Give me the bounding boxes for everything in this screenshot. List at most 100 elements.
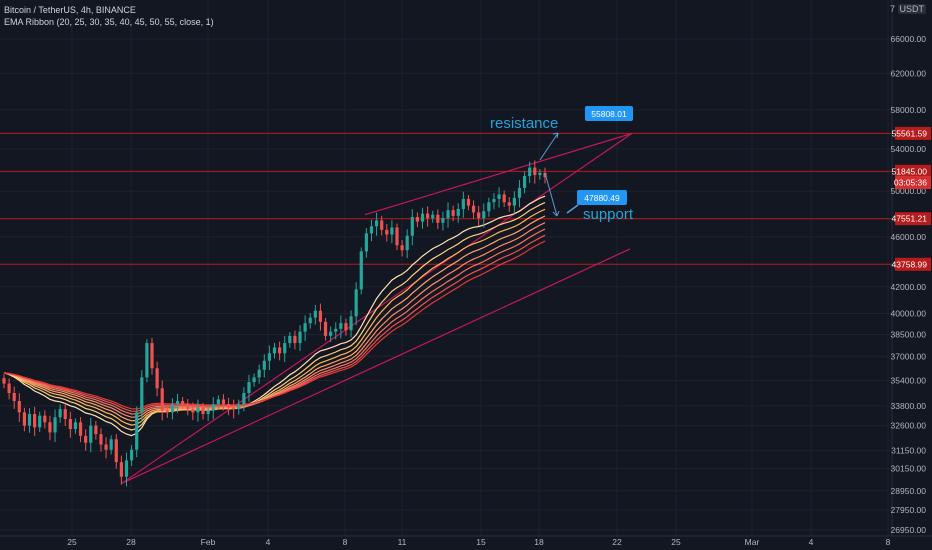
candle-body <box>216 399 220 405</box>
candle-body <box>329 331 333 336</box>
candle-body <box>252 377 256 383</box>
candle-body <box>196 407 200 413</box>
callout-upper-box[interactable] <box>585 106 633 121</box>
resistance-label[interactable]: resistance <box>490 115 558 132</box>
candle-body <box>53 417 57 433</box>
candle-body <box>170 404 175 413</box>
candle-body <box>405 235 409 251</box>
price-tick-label: 37000.00 <box>891 351 927 361</box>
candle-body <box>283 343 287 354</box>
price-tag-box <box>895 164 931 178</box>
candle-body <box>160 388 164 411</box>
candle-body <box>456 209 460 216</box>
wedge-support-line[interactable] <box>121 248 631 484</box>
candle-body <box>73 422 78 430</box>
candle-body <box>431 214 435 219</box>
time-tick-label: Mar <box>745 537 760 547</box>
candle-body <box>364 233 368 252</box>
callout-upper-value: 55808.01 <box>591 109 627 119</box>
candle-body <box>426 213 430 219</box>
price-tick-label: 50000.00 <box>891 186 927 196</box>
candle-body <box>522 176 527 188</box>
candle-body <box>538 172 542 175</box>
candle-body <box>339 323 343 329</box>
symbol-title[interactable]: Bitcoin / TetherUS, 4h, BINANCE <box>4 5 136 15</box>
candle-body <box>293 335 297 344</box>
candle-body <box>262 360 266 370</box>
price-tick-label: 32600.00 <box>891 421 927 431</box>
wedge-resistance-line[interactable] <box>364 132 633 216</box>
candle-body <box>232 407 236 410</box>
candle-body <box>119 462 123 477</box>
price-tick-label: 38500.00 <box>891 329 927 339</box>
candle-body <box>380 220 384 230</box>
candle-body <box>415 217 420 222</box>
candle-body <box>267 353 271 361</box>
candle-body <box>359 251 363 290</box>
candle-body <box>318 310 323 322</box>
candle-body <box>43 415 47 423</box>
candle-body <box>124 460 129 477</box>
price-tick-label: 42000.00 <box>891 282 927 292</box>
annotations[interactable]: resistance support 55808.01 47880.49 <box>490 106 634 223</box>
price-axis[interactable]: 66000.00 62000.00 58000.00 54000.00 50000.00… <box>891 34 927 535</box>
candle-body <box>441 218 445 223</box>
arrow-head-up <box>552 132 559 139</box>
price-tick-label: 31150.00 <box>891 446 926 456</box>
candle-body <box>369 226 374 234</box>
candle-body <box>436 214 440 223</box>
ema-line-20 <box>3 195 546 437</box>
time-axis[interactable]: 25 28 Feb 4 8 11 15 18 22 25 Mar 4 8 <box>67 537 890 547</box>
ema-line-30 <box>3 208 546 426</box>
ema-line-55 <box>3 240 546 410</box>
price-tick-label: 27950.00 <box>891 505 927 515</box>
projection-arrow-down[interactable] <box>544 172 558 217</box>
candle-body <box>206 410 210 415</box>
candle-body <box>349 316 353 331</box>
candle-body <box>211 404 215 411</box>
candle-body <box>84 435 88 443</box>
time-tick-label: Feb <box>201 537 216 547</box>
candle-body <box>129 449 134 461</box>
candle-body <box>354 289 358 317</box>
projection-arrow-up[interactable] <box>539 132 559 161</box>
callout-lower-box[interactable] <box>577 190 627 205</box>
indicator-title[interactable]: EMA Ribbon (20, 25, 30, 35, 40, 45, 50, … <box>4 17 214 27</box>
candle-body <box>109 439 113 450</box>
candle-body <box>512 197 516 206</box>
candle-body <box>191 409 195 413</box>
candlesticks <box>2 160 547 487</box>
candle-body <box>482 211 486 219</box>
price-tag-label: 43758.99 <box>892 259 928 269</box>
arrow-head-down <box>552 210 560 217</box>
candle-body <box>135 412 139 450</box>
candle-body <box>221 399 226 405</box>
price-tick-label: 33800.00 <box>891 401 927 411</box>
candle-body <box>27 414 32 426</box>
candle-body <box>451 210 455 216</box>
currency-label: USDT <box>897 4 926 14</box>
corner-value: 7 <box>889 4 895 14</box>
candle-body <box>502 194 506 203</box>
time-tick-label: 25 <box>671 537 681 547</box>
price-tick-label: 28950.00 <box>891 486 927 496</box>
price-tag-box <box>895 126 931 140</box>
price-tag-label: 47551.21 <box>892 214 928 224</box>
candle-body <box>257 369 261 378</box>
time-tick-label: 28 <box>126 537 136 547</box>
candle-body <box>94 425 98 435</box>
support-label[interactable]: support <box>583 206 634 223</box>
candle-body <box>288 335 292 344</box>
candle-body <box>466 198 471 206</box>
candle-body <box>247 382 251 394</box>
time-tick-label: 8 <box>886 537 891 547</box>
time-tick-label: 18 <box>534 537 544 547</box>
candle-body <box>298 331 302 344</box>
candle-body <box>33 414 37 428</box>
candle-body <box>410 217 414 236</box>
candle-body <box>497 194 501 199</box>
time-tick-label: 8 <box>343 537 348 547</box>
candle-body <box>303 323 307 332</box>
